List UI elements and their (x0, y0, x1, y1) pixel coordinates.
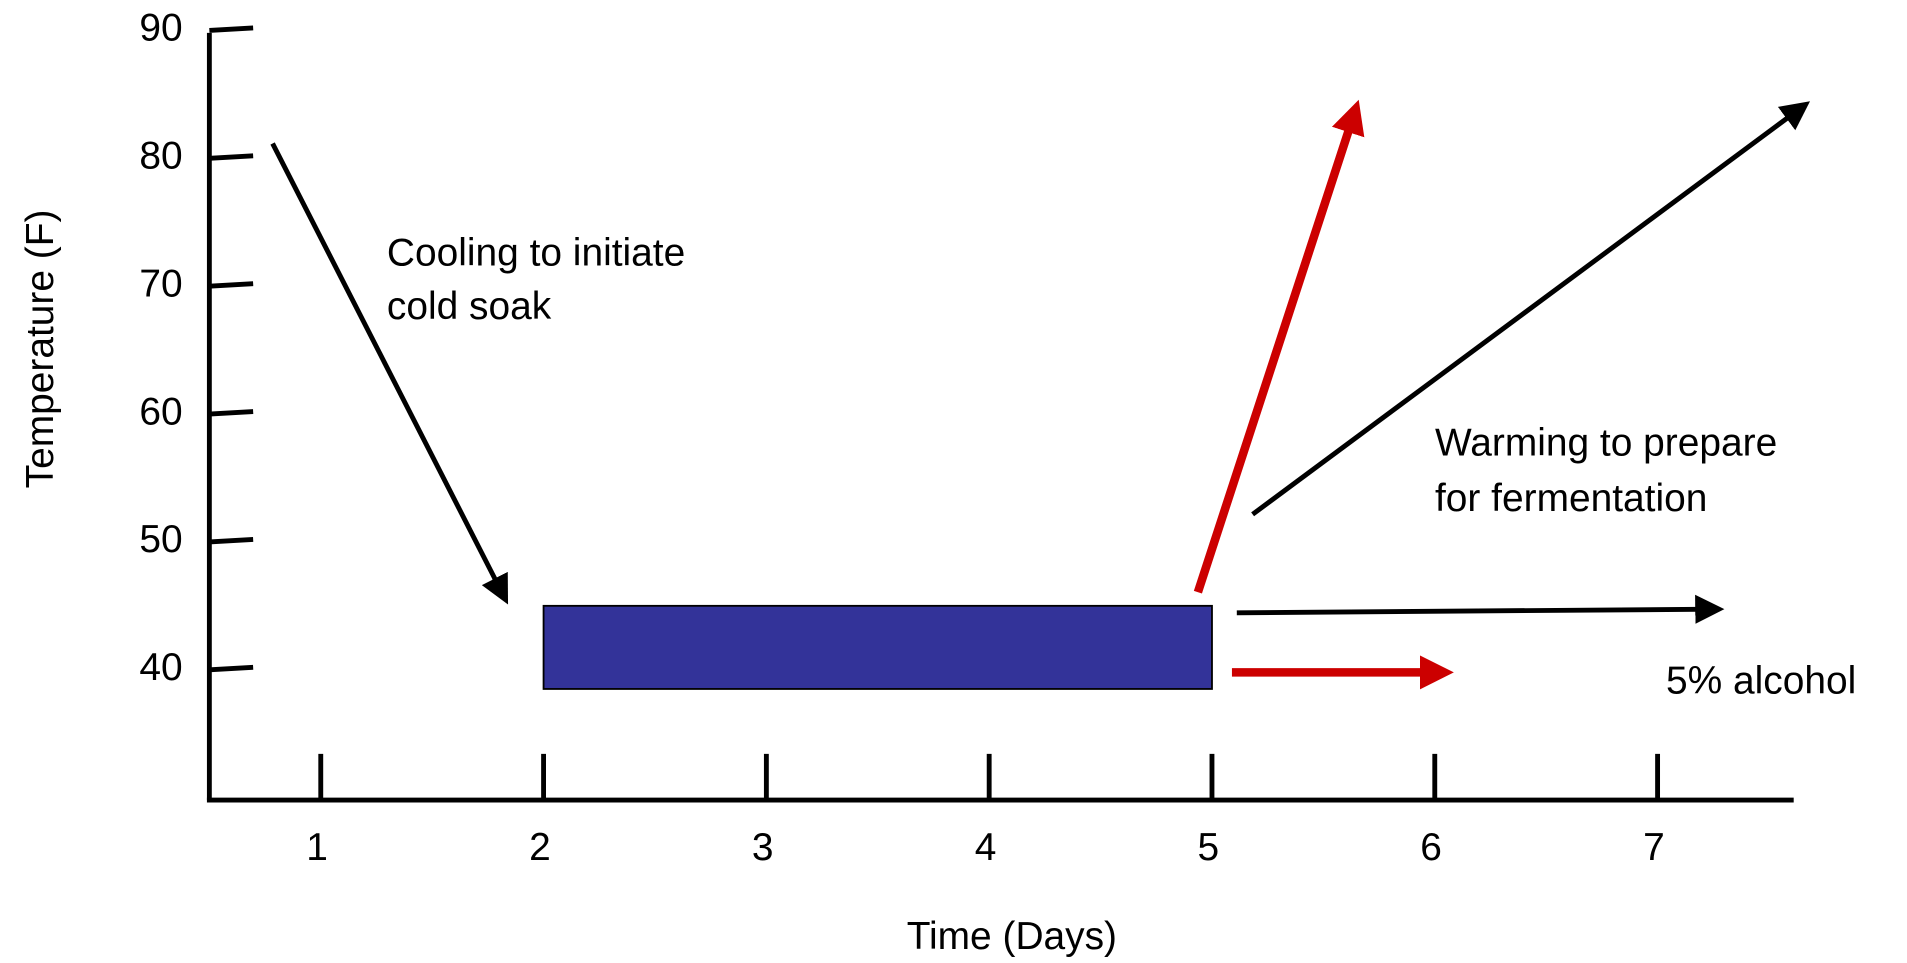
x-tick-label: 5 (1198, 826, 1220, 869)
range-bar (542, 604, 1213, 690)
annotation: Warming to prepare (1435, 421, 1777, 464)
y-tick-label: 90 (139, 7, 182, 50)
x-tick-label: 2 (529, 826, 551, 869)
y-tick-label: 70 (139, 262, 182, 305)
y-tick (209, 153, 254, 161)
arrow (1193, 99, 1365, 594)
y-tick-label: 50 (139, 518, 182, 561)
annotation: for fermentation (1435, 477, 1707, 520)
x-tick-label: 7 (1643, 826, 1665, 869)
y-tick (209, 409, 254, 417)
arrow (1251, 101, 1811, 517)
y-tick-label: 80 (139, 135, 182, 178)
y-axis-label: Temperature (F) (19, 210, 62, 489)
x-tick-label: 1 (306, 826, 328, 869)
arrow (1236, 594, 1725, 624)
x-axis-label: Time (Days) (907, 915, 1117, 958)
x-tick-label: 3 (752, 826, 774, 869)
y-tick-label: 60 (139, 390, 182, 433)
arrow (270, 142, 509, 605)
annotation: Cooling to initiate (387, 232, 685, 275)
y-tick (209, 25, 254, 33)
x-tick-label: 4 (975, 826, 997, 869)
x-tick-label: 6 (1420, 826, 1442, 869)
y-tick (209, 537, 254, 545)
y-tick-label: 40 (139, 646, 182, 689)
y-tick (209, 664, 254, 673)
annotation: 5% alcohol (1666, 660, 1856, 703)
y-tick (209, 281, 254, 289)
annotation: cold soak (387, 285, 552, 328)
